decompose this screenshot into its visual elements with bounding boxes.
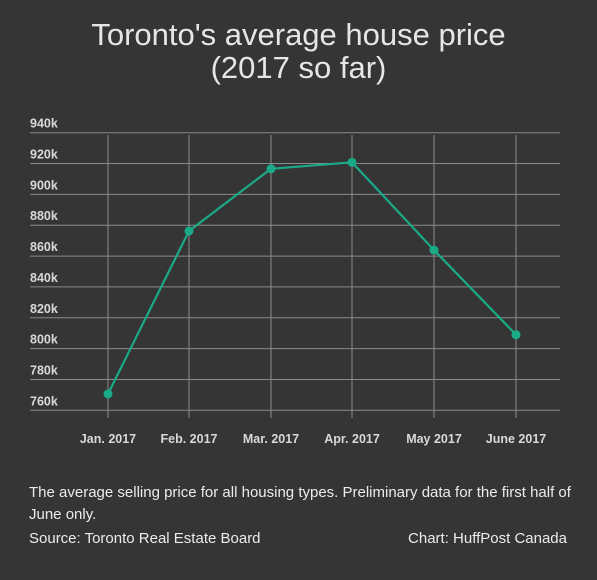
x-tick-label: Feb. 2017 [161,432,218,446]
x-tick-label: May 2017 [406,432,462,446]
chart-credit: Chart: HuffPost Canada [408,530,567,547]
x-tick-label: Jan. 2017 [80,432,136,446]
y-tick-label: 800k [30,333,58,347]
chart-note: The average selling price for all housin… [29,484,571,523]
y-axis-ticks: 760k 780k 800k 820k 840k 860k 880k 900k 920k 940k [30,117,58,409]
y-tick-label: 920k [30,148,58,162]
data-point [429,245,439,255]
y-tick-label: 840k [30,271,58,285]
line-chart: 760k 780k 800k 820k 840k 860k 880k 900k 920k 940k… [30,117,560,446]
price-series [103,157,521,399]
data-point [184,226,194,236]
data-point [347,157,357,167]
title-line-2: (2017 so far) [210,50,387,85]
title-line-1: Toronto's average house price [91,17,506,52]
y-tick-label: 860k [30,240,58,254]
x-tick-label: Apr. 2017 [324,432,380,446]
source-credit: Source: Toronto Real Estate Board [29,530,261,547]
data-point [511,330,521,340]
data-point [103,389,113,399]
data-point [266,164,276,174]
x-axis-ticks: Jan. 2017 Feb. 2017 Mar. 2017 Apr. 2017 May … [80,432,546,446]
y-tick-label: 760k [30,394,58,408]
x-tick-label: Mar. 2017 [243,432,299,446]
y-tick-label: 940k [30,117,58,131]
gridlines [30,132,560,418]
y-tick-label: 820k [30,302,58,316]
y-tick-label: 900k [30,178,58,192]
x-tick-label: June 2017 [486,432,547,446]
y-tick-label: 880k [30,209,58,223]
chart-title: Toronto's average house price (2017 so f… [0,18,597,84]
series-line [107,161,517,395]
y-tick-label: 780k [30,363,58,377]
